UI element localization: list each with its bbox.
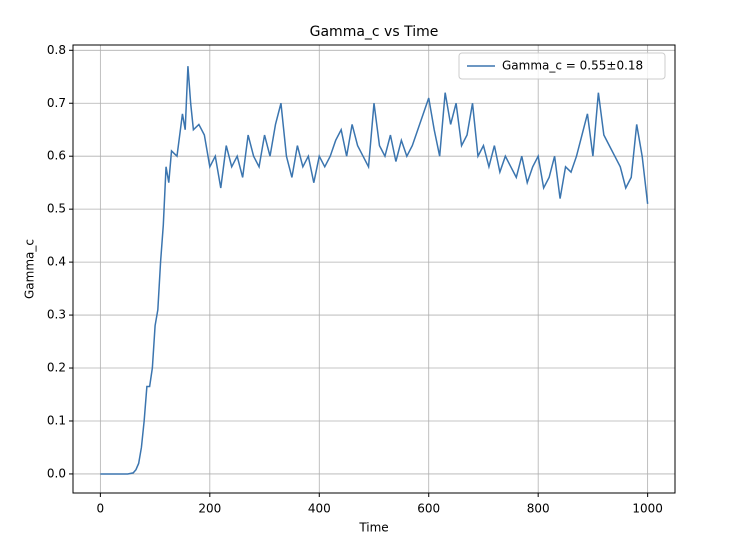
y-tick-label: 0.7 [47, 96, 66, 110]
legend-label: Gamma_c = 0.55±0.18 [502, 59, 643, 73]
y-tick-label: 0.5 [47, 202, 66, 216]
x-tick-label: 800 [527, 502, 550, 516]
plot-frame [72, 44, 676, 494]
x-tick-label: 200 [198, 502, 221, 516]
line-series [100, 66, 649, 475]
x-tick-label: 400 [308, 502, 331, 516]
x-tick-label: 0 [97, 502, 105, 516]
y-tick-label: 0.8 [47, 43, 66, 57]
y-tick-label: 0.4 [47, 255, 66, 269]
y-tick-label: 0.0 [47, 466, 66, 480]
y-tick-label: 0.3 [47, 308, 66, 322]
y-tick-label: 0.1 [47, 413, 66, 427]
y-axis-label: Gamma_c [23, 239, 37, 299]
chart-title: Gamma_c vs Time [310, 24, 439, 40]
y-tick-label: 0.6 [47, 149, 66, 163]
x-tick-label: 1000 [632, 502, 663, 516]
x-tick-label: 600 [417, 502, 440, 516]
y-tick-label: 0.2 [47, 361, 66, 375]
legend-box [458, 52, 666, 80]
x-axis-label: Time [358, 521, 388, 535]
